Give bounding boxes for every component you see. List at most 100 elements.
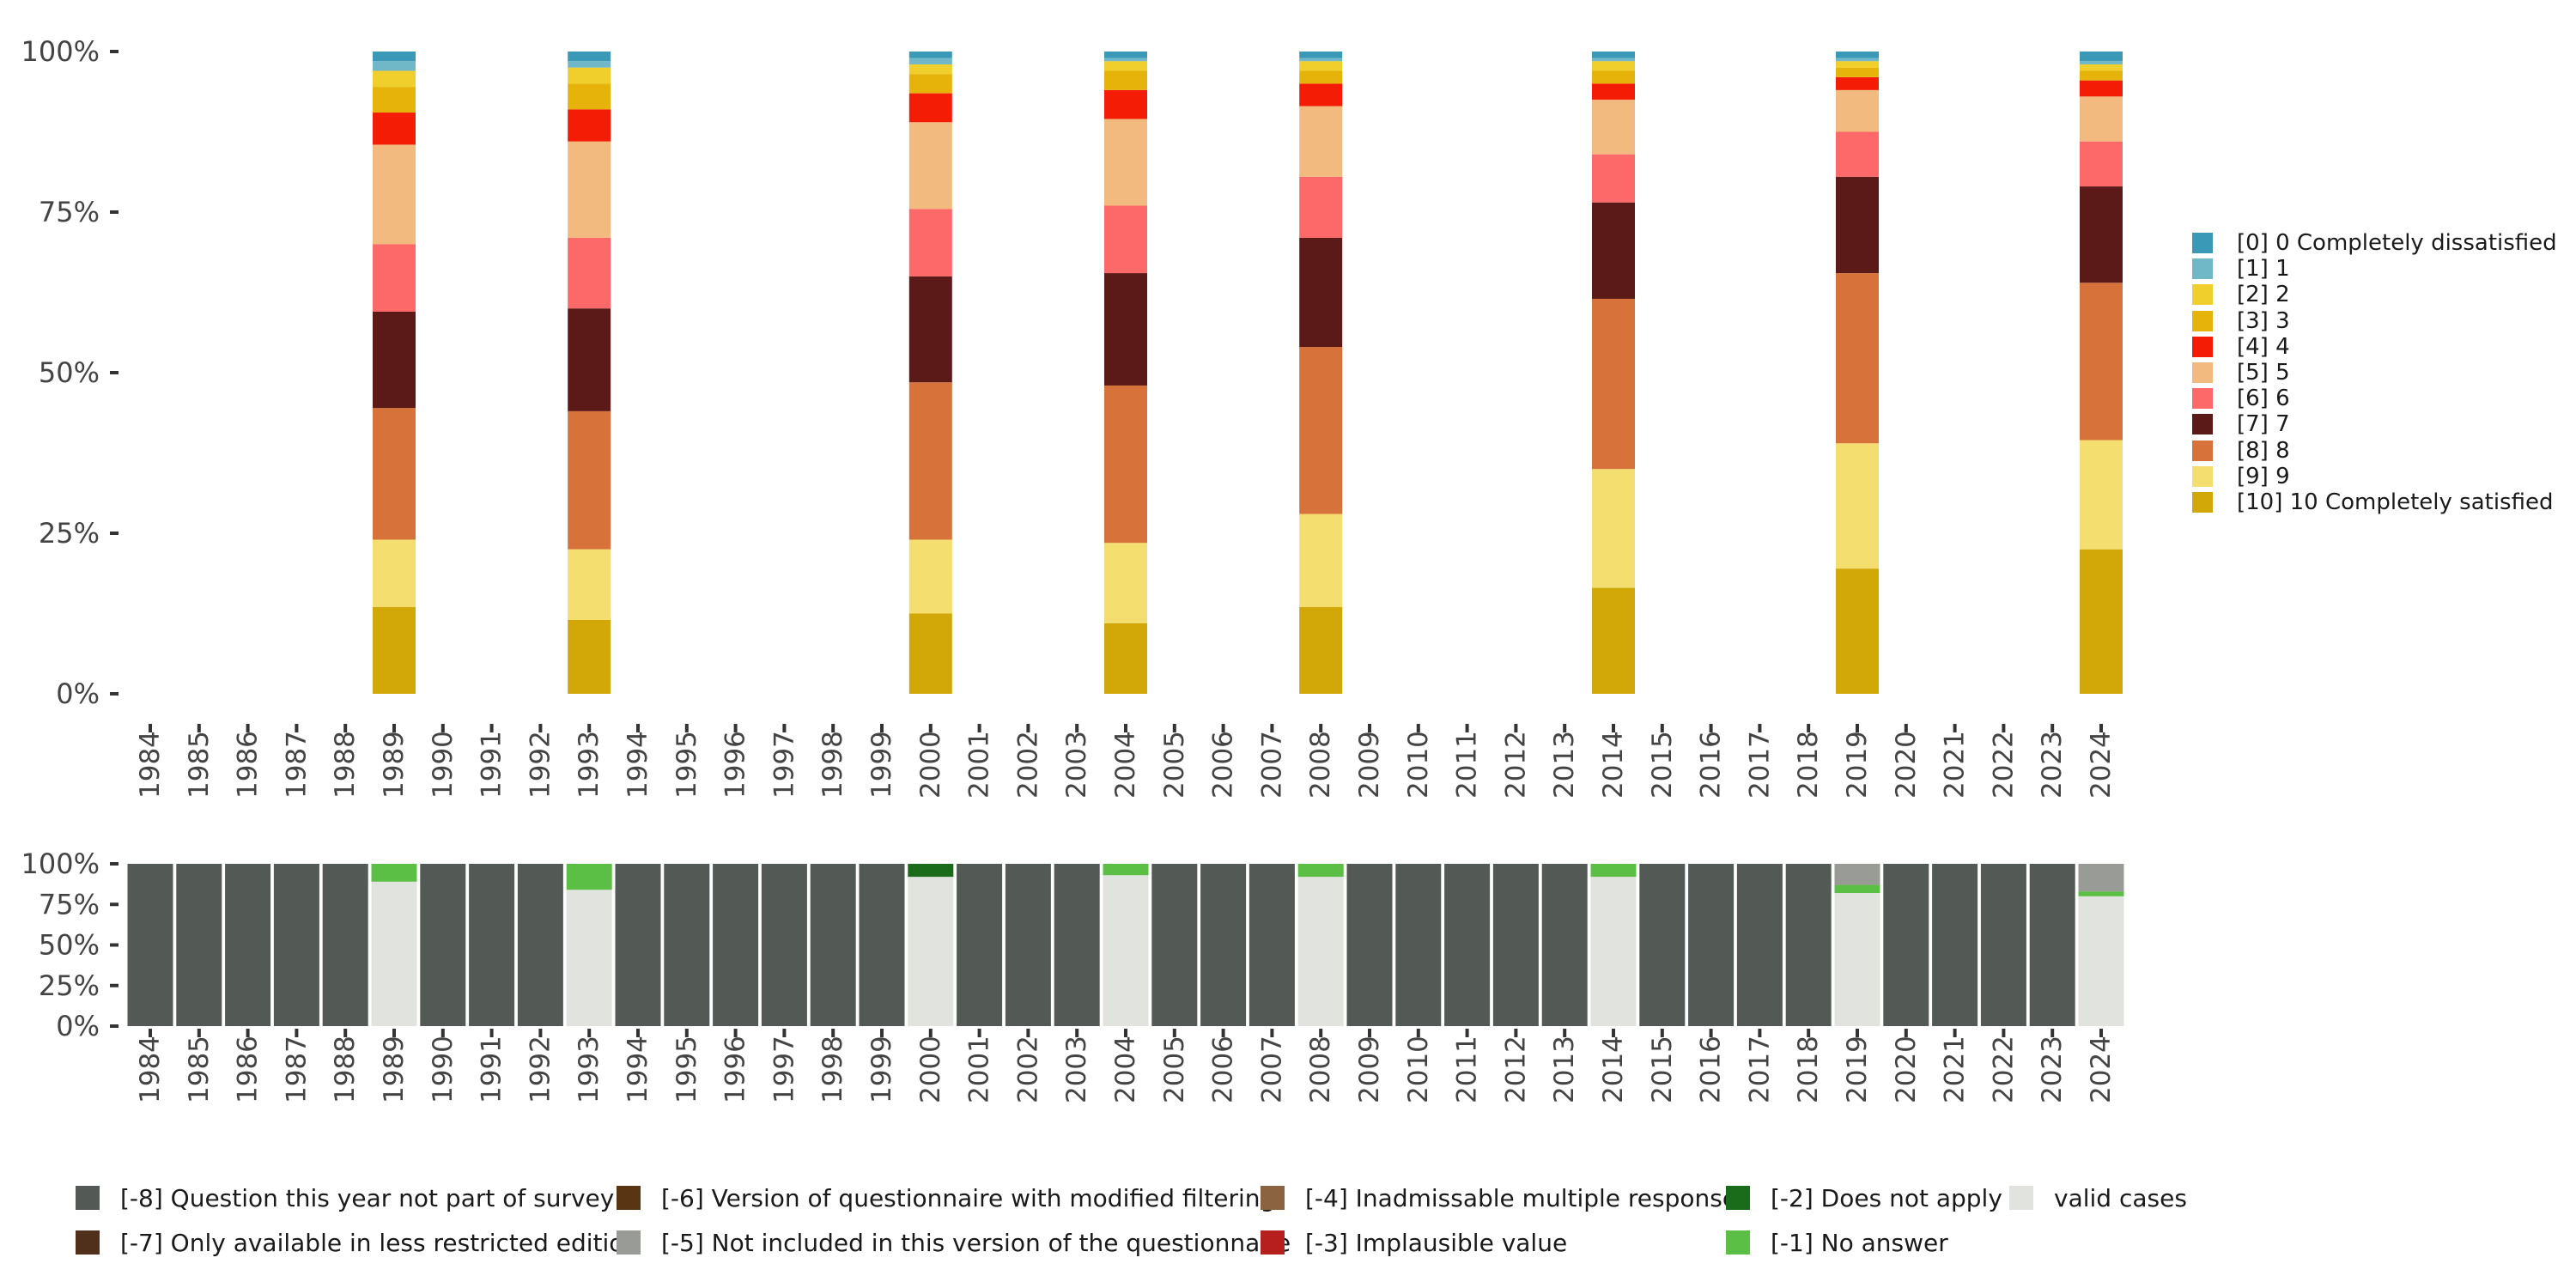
legend-swatch [2192, 258, 2213, 280]
x-tick-label: 2005 [1159, 1036, 1190, 1103]
bar-segment-2024-3-3 [2080, 70, 2123, 81]
x-tick-label: 1994 [623, 731, 653, 799]
x-tick-label: 2021 [1940, 1036, 1971, 1103]
legend-label: [10] 10 Completely satisfied [2237, 489, 2554, 515]
legend-swatch [2192, 440, 2213, 461]
x-tick-label: 2011 [1452, 731, 1483, 799]
x-tick-label: 2014 [1598, 1036, 1629, 1103]
x-tick-label: 2002 [1012, 1036, 1043, 1103]
x-tick-label: 2010 [1403, 731, 1434, 799]
x-tick-label: 2001 [964, 731, 995, 799]
bar-segment-1989-4-4 [373, 112, 416, 145]
legend-label: [9] 9 [2237, 463, 2290, 489]
bar-segment-2014-valid-cases [1590, 877, 1637, 1026]
x-tick-label: 2001 [964, 1036, 995, 1103]
legend-item: [-1] No answer [1726, 1228, 1948, 1257]
bar-segment-1993-4-4 [568, 109, 611, 142]
bar-segment-2004-6-6 [1104, 205, 1147, 274]
x-tick-label: 2023 [2037, 731, 2068, 799]
x-tick-label: 1998 [817, 731, 848, 799]
legend-swatch [2192, 284, 2213, 306]
bar-segment-2024-7-7 [2080, 186, 2123, 283]
y-tick-label: 100% [21, 848, 100, 880]
bar-segment-1989-3-3 [373, 87, 416, 113]
bar-segment-2000-3-3 [908, 74, 952, 94]
bar-segment-2024-9-9 [2080, 440, 2123, 550]
x-tick-label: 2004 [1110, 1036, 1141, 1103]
bar-segment-1985-8-question-this-year-not-part-of-survey [176, 864, 222, 1026]
x-tick-label: 1998 [817, 1036, 848, 1103]
legend-item: [8] 8 [2192, 438, 2290, 464]
bar-segment-2000-10-10-completely-satisfied [908, 613, 952, 694]
legend-label: [-7] Only available in less restricted e… [120, 1228, 640, 1257]
bar-segment-2000-0-0-completely-dissatisfied [908, 52, 952, 58]
x-tick-label: 1996 [720, 1036, 751, 1103]
x-tick-label: 1990 [428, 1036, 459, 1103]
bar-segment-2008-10-10-completely-satisfied [1299, 607, 1343, 694]
bar-segment-2014-10-10-completely-satisfied [1592, 587, 1635, 694]
bar-segment-2007-8-question-this-year-not-part-of-survey [1249, 864, 1295, 1026]
x-tick-label: 2002 [1012, 731, 1043, 799]
bar-segment-2000-7-7 [908, 276, 952, 383]
bar-segment-2024-10-10-completely-satisfied [2080, 549, 2123, 694]
bar-segment-2004-valid-cases [1103, 875, 1149, 1026]
legend-swatch [2009, 1186, 2033, 1210]
bar-segment-1989-8-8 [373, 408, 416, 540]
x-tick-label: 2006 [1208, 1036, 1239, 1103]
bar-segment-1989-9-9 [373, 539, 416, 608]
bar-segment-1989-10-10-completely-satisfied [373, 607, 416, 694]
x-tick-label: 2013 [1549, 731, 1580, 799]
bar-segment-2014-0-0-completely-dissatisfied [1592, 52, 1635, 58]
bar-segment-2019-10-10-completely-satisfied [1836, 568, 1879, 694]
legend-label: [-5] Not included in this version of the… [661, 1228, 1291, 1257]
bar-segment-1998-8-question-this-year-not-part-of-survey [810, 864, 856, 1026]
x-tick-label: 1989 [379, 731, 410, 799]
x-tick-label: 2019 [1842, 1036, 1873, 1103]
bar-segment-2000-valid-cases [908, 877, 954, 1026]
x-tick-label: 1984 [135, 731, 166, 799]
legend-swatch [2192, 465, 2213, 487]
bar-segment-2024-8-8 [2080, 283, 2123, 440]
x-tick-label: 2003 [1061, 1036, 1092, 1103]
bar-segment-1987-8-question-this-year-not-part-of-survey [273, 864, 319, 1026]
bar-segment-2008-1-no-answer [1297, 864, 1344, 878]
x-tick-label: 2018 [1793, 1036, 1824, 1103]
bar-segment-2000-2-2 [908, 64, 952, 75]
bar-segment-1989-1-no-answer [371, 864, 417, 882]
bar-segment-1992-8-question-this-year-not-part-of-survey [517, 864, 563, 1026]
bar-segment-2011-8-question-this-year-not-part-of-survey [1444, 864, 1491, 1026]
x-tick-label: 1986 [233, 731, 264, 799]
bar-segment-1996-8-question-this-year-not-part-of-survey [713, 864, 759, 1026]
bar-segment-1993-valid-cases [566, 890, 612, 1026]
bar-segment-2010-8-question-this-year-not-part-of-survey [1395, 864, 1442, 1026]
legend-item: [-3] Implausible value [1261, 1228, 1567, 1257]
x-tick-label: 2005 [1159, 731, 1190, 799]
bar-segment-2008-8-8 [1299, 347, 1343, 514]
bar-segment-1986-8-question-this-year-not-part-of-survey [225, 864, 271, 1026]
bar-segment-2019-5-not-included-in-this-version-of-the-questionnaire [1834, 864, 1880, 885]
bar-segment-2004-5-5 [1104, 118, 1147, 206]
bar-segment-2019-5-5 [1836, 89, 1879, 132]
x-tick-label: 1988 [330, 731, 361, 799]
bar-segment-1991-8-question-this-year-not-part-of-survey [469, 864, 515, 1026]
bar-segment-2024-valid-cases [2078, 896, 2124, 1026]
y-tick-label: 75% [39, 888, 100, 920]
legend-swatch [617, 1230, 641, 1255]
x-tick-label: 2004 [1110, 731, 1141, 799]
bar-segment-2024-2-2 [2080, 64, 2123, 71]
bar-segment-1993-5-5 [568, 141, 611, 238]
x-tick-label: 1988 [330, 1036, 361, 1103]
bar-segment-2004-7-7 [1104, 273, 1147, 386]
x-tick-label: 2000 [915, 731, 946, 799]
bar-segment-1999-8-question-this-year-not-part-of-survey [859, 864, 905, 1026]
x-tick-label: 2024 [2086, 1036, 2117, 1103]
bar-segment-2004-1-1 [1104, 58, 1147, 62]
legend-swatch [2192, 310, 2213, 331]
x-tick-label: 1990 [428, 731, 459, 799]
legend-item: [0] 0 Completely dissatisfied [2192, 230, 2557, 256]
bar-segment-2000-5-5 [908, 122, 952, 210]
x-tick-label: 1991 [477, 731, 507, 799]
bar-segment-2004-9-9 [1104, 543, 1147, 623]
bar-segment-2014-5-5 [1592, 100, 1635, 155]
